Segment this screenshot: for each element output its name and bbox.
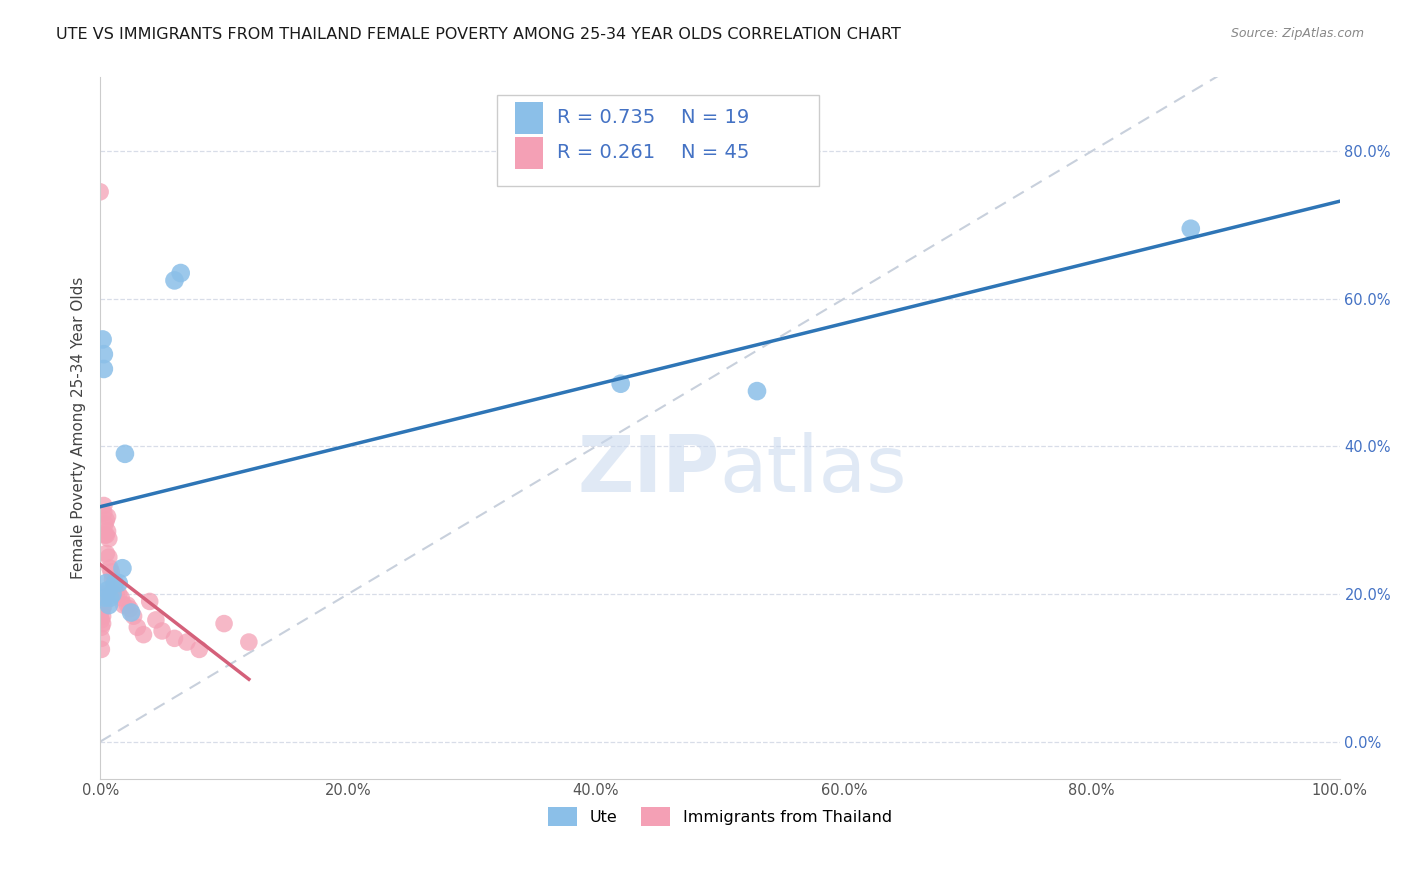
Point [1180, 221, 1202, 235]
Point [122, 609, 145, 624]
Point [94, 528, 117, 542]
Point [90, 620, 112, 634]
Point [150, 624, 173, 638]
Point [132, 627, 155, 641]
Point [93, 587, 115, 601]
Point [101, 587, 124, 601]
Y-axis label: Female Poverty Among 25-34 Year Olds: Female Poverty Among 25-34 Year Olds [72, 277, 86, 579]
Point [90, 613, 112, 627]
Legend: Ute, Immigrants from Thailand: Ute, Immigrants from Thailand [540, 799, 900, 834]
Point [97, 598, 120, 612]
Point [112, 598, 135, 612]
Point [104, 583, 127, 598]
Point [94, 591, 117, 605]
Point [96, 546, 118, 560]
Point [111, 561, 134, 575]
Text: N = 45: N = 45 [682, 143, 749, 162]
Point [94, 516, 117, 531]
FancyBboxPatch shape [516, 102, 543, 134]
Point [114, 447, 136, 461]
Point [98, 561, 121, 575]
Point [127, 620, 149, 634]
Point [107, 576, 129, 591]
Point [91, 609, 114, 624]
Point [163, 273, 186, 287]
Point [118, 602, 141, 616]
Point [93, 598, 115, 612]
Point [238, 635, 260, 649]
Point [96, 576, 118, 591]
Text: R = 0.735: R = 0.735 [557, 108, 655, 127]
Point [97, 532, 120, 546]
Point [609, 376, 631, 391]
Point [103, 580, 125, 594]
Point [100, 565, 122, 579]
Text: ZIP: ZIP [578, 432, 720, 508]
Point [110, 591, 132, 605]
Point [91, 333, 114, 347]
Point [90, 642, 112, 657]
Text: R = 0.261: R = 0.261 [557, 143, 655, 162]
Text: N = 19: N = 19 [682, 108, 749, 127]
Point [89, 609, 111, 624]
Point [93, 347, 115, 361]
Point [163, 632, 186, 646]
Point [104, 576, 127, 591]
Point [97, 550, 120, 565]
Point [96, 513, 118, 527]
Point [145, 613, 167, 627]
Point [89, 185, 111, 199]
Point [93, 506, 115, 520]
Point [91, 594, 114, 608]
Point [91, 616, 114, 631]
Text: atlas: atlas [720, 432, 907, 508]
Point [97, 583, 120, 598]
Point [117, 598, 139, 612]
Point [176, 635, 198, 649]
Point [97, 524, 120, 539]
Point [138, 594, 160, 608]
FancyBboxPatch shape [496, 95, 818, 186]
Point [90, 632, 112, 646]
Point [98, 591, 121, 605]
Text: Source: ZipAtlas.com: Source: ZipAtlas.com [1230, 27, 1364, 40]
Point [91, 602, 114, 616]
Point [188, 642, 211, 657]
Text: UTE VS IMMIGRANTS FROM THAILAND FEMALE POVERTY AMONG 25-34 YEAR OLDS CORRELATION: UTE VS IMMIGRANTS FROM THAILAND FEMALE P… [56, 27, 901, 42]
FancyBboxPatch shape [516, 137, 543, 169]
Point [93, 362, 115, 376]
Point [170, 266, 193, 280]
Point [745, 384, 768, 398]
Point [96, 528, 118, 542]
Point [212, 616, 235, 631]
Point [101, 572, 124, 586]
Point [93, 499, 115, 513]
Point [120, 606, 142, 620]
Point [107, 587, 129, 601]
Point [105, 587, 128, 601]
Point [97, 509, 120, 524]
